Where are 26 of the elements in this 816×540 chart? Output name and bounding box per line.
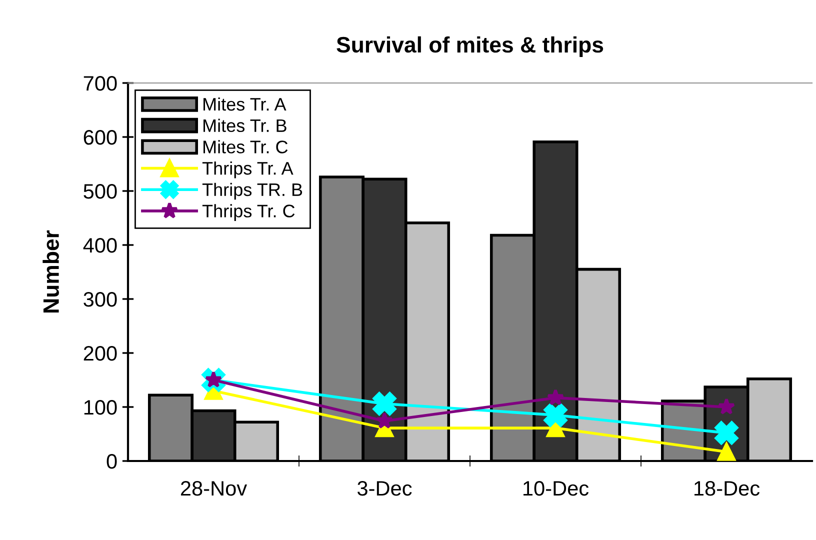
point (376, 412, 394, 429)
y-tick-label: 400 (83, 238, 117, 253)
x-tick-label: 18-Dec (694, 480, 760, 496)
y-tick-label: 100 (84, 400, 117, 415)
legend-label: Mites Tr. A (204, 97, 286, 111)
y-axis-title: Number (42, 230, 59, 312)
y-tick-label: 0 (106, 454, 117, 469)
point (718, 398, 736, 415)
point (372, 392, 396, 416)
legend-label: Mites Tr. B (204, 118, 286, 132)
legend-label: Mites Tr. C (204, 140, 288, 154)
legend-label: Thrips Tr. C (202, 204, 295, 221)
point (717, 442, 736, 461)
y-tick-label: 600 (84, 130, 117, 145)
y-tick-label: 300 (84, 292, 117, 307)
y-tick-label: 500 (84, 184, 117, 199)
point (544, 403, 568, 427)
y-tick-label: 200 (84, 346, 117, 361)
x-tick-label: 3-Dec (358, 480, 412, 496)
chart-title: Survival of mites & thrips (336, 36, 604, 58)
legend-label: Thrips TR. B (202, 182, 302, 200)
x-tick-label: 10-Dec (524, 480, 589, 496)
x-tick-label: 28-Nov (180, 480, 248, 496)
y-tick-label: 700 (84, 76, 117, 91)
legend-label: Thrips Tr. A (202, 161, 294, 178)
point (546, 388, 564, 406)
